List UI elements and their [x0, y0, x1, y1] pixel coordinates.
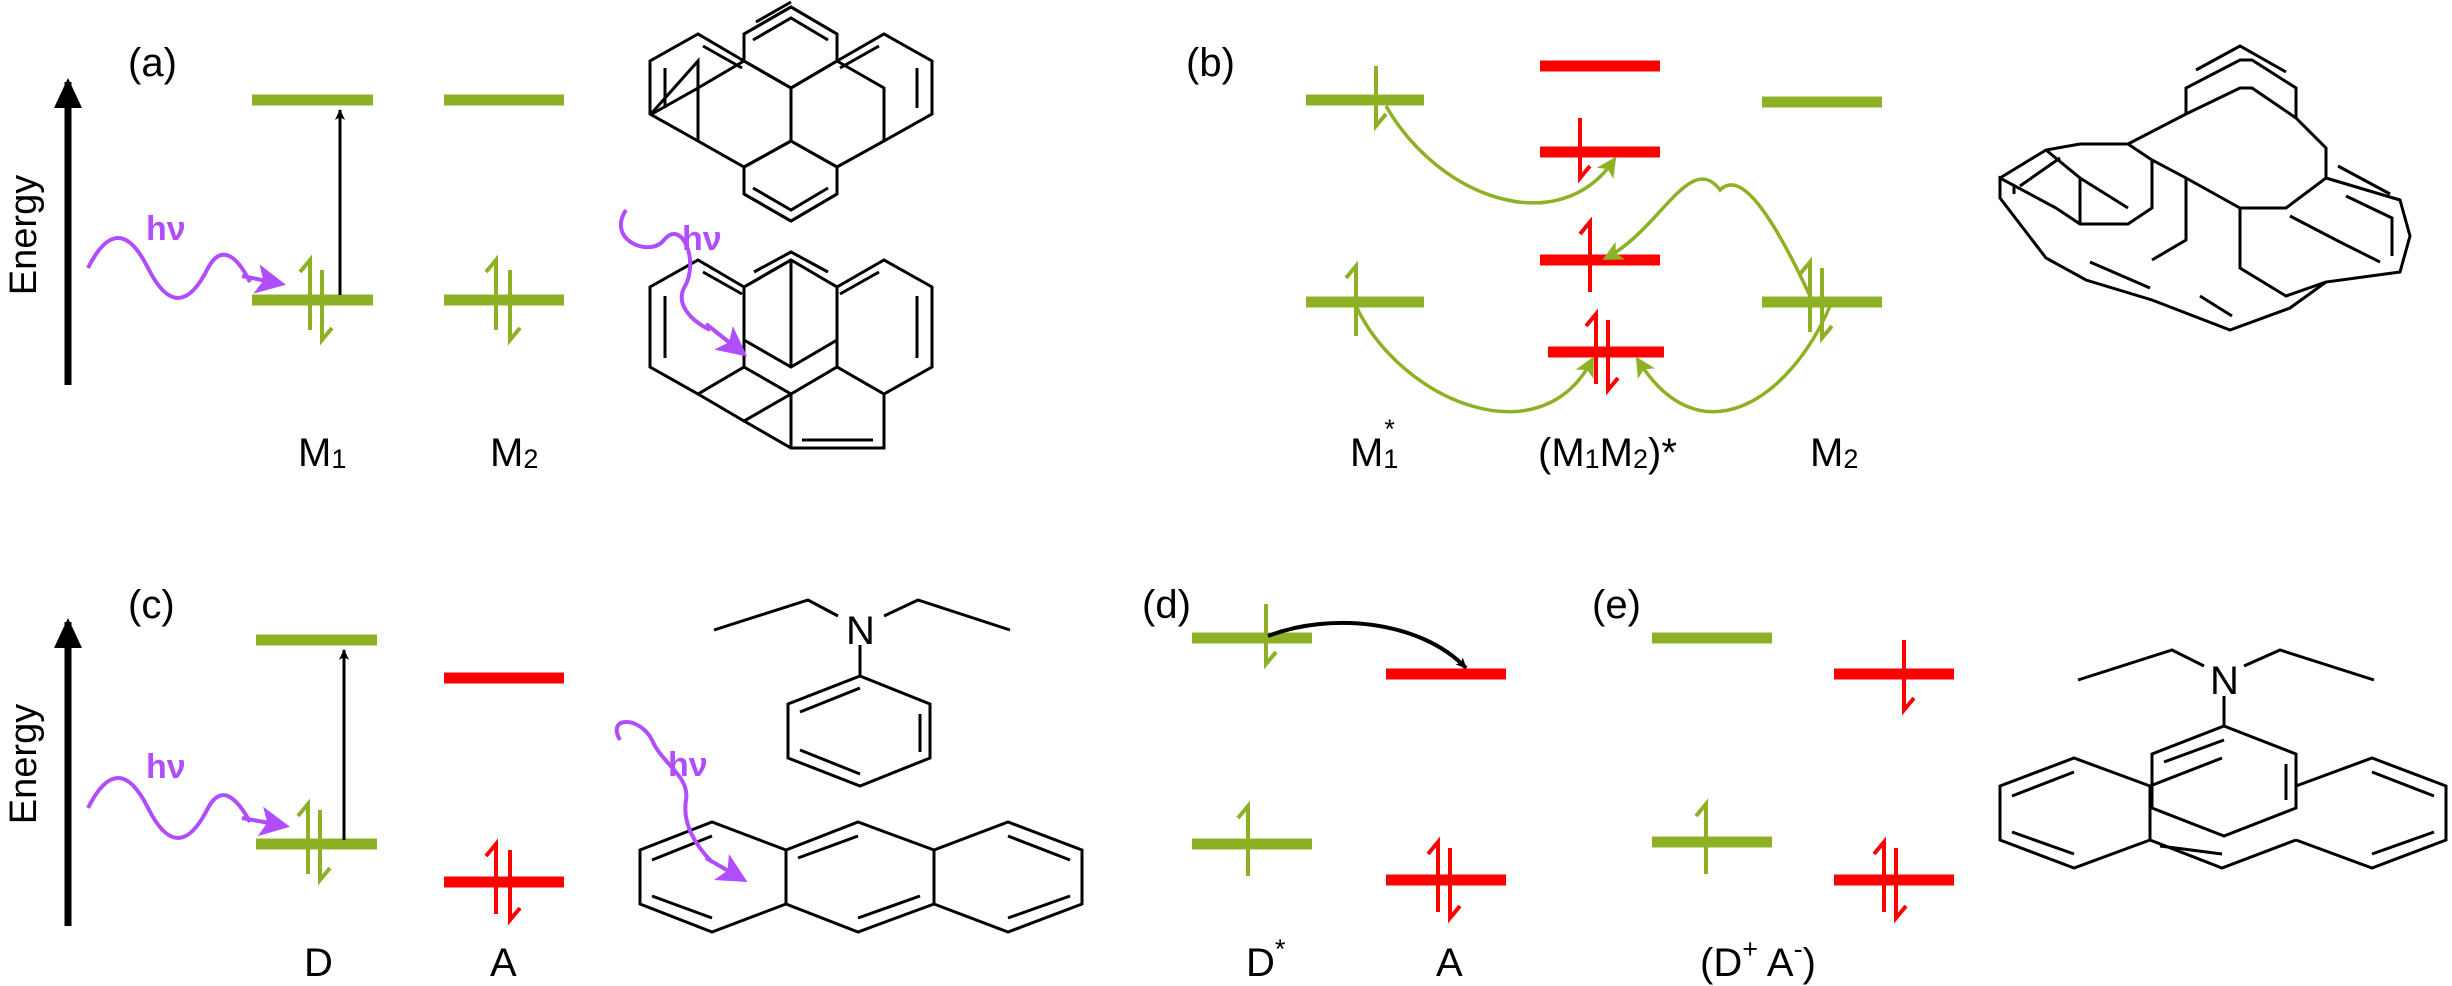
photon-arrowhead-c2	[704, 853, 748, 883]
photon-wave-c2	[614, 720, 714, 864]
label-m2-b: M2	[1810, 431, 1858, 475]
m1star-lower-electron	[1344, 260, 1358, 336]
donor-homo-electron-pair	[296, 798, 332, 886]
photon-label-a2: hν	[682, 220, 722, 258]
donor-star-upper-electron	[1264, 604, 1278, 670]
photon-wave-a	[86, 236, 252, 300]
donor-cation-lower-electron	[1694, 798, 1708, 874]
panel-a: (a) Energy hν M1 M2	[3, 0, 934, 475]
label-dstar-d: D*	[1246, 934, 1286, 985]
pyrene-dimer-molecule	[1998, 44, 2412, 332]
panel-e-tag: (e)	[1592, 583, 1641, 627]
pyrene-molecule-bottom	[648, 250, 934, 450]
photon-arrowhead-c	[241, 806, 290, 837]
energy-axis-title-c: Energy	[3, 704, 45, 824]
panel-c-tag: (c)	[128, 583, 175, 627]
photon-label-c: hν	[146, 748, 186, 786]
dimer-level-2-electron	[1578, 216, 1592, 292]
acceptor-anion-upper-electron	[1902, 640, 1916, 716]
label-m1star-b: M1*	[1350, 414, 1398, 475]
energy-axis-a: Energy	[3, 78, 82, 385]
transfer-arrow-3	[1354, 305, 1594, 414]
panel-d-tag: (d)	[1142, 583, 1191, 627]
label-a-c: A	[490, 941, 517, 985]
panel-e: (e) (D+ A-) N	[1592, 583, 2448, 985]
transfer-arrow-4	[1635, 305, 1832, 414]
dimer-level-3-electron	[1578, 118, 1592, 184]
acceptor-homo-electron-pair	[484, 838, 522, 926]
acceptor-homo-electron-pair-d	[1426, 836, 1462, 924]
label-charge-pair-e: (D+ A-)	[1700, 934, 1816, 985]
label-m2-a: M2	[490, 431, 538, 475]
exciplex-molecule	[1998, 648, 2448, 870]
nitrogen-atom-c: N	[846, 609, 875, 653]
panel-c: (c) Energy hν D A	[3, 583, 1084, 985]
label-m1-a: M1	[298, 431, 346, 475]
transfer-arrow-1	[1384, 105, 1617, 205]
donor-star-lower-electron	[1236, 800, 1250, 876]
m2-lower-electron-pair-b	[1798, 256, 1834, 344]
label-d-c: D	[304, 941, 333, 985]
diethylaniline-molecule	[713, 598, 1011, 788]
photon-arrowhead-a	[241, 264, 286, 294]
m1-homo-electron-pair	[298, 254, 334, 346]
photon-wave-c	[86, 776, 252, 840]
acceptor-anion-lower-electron-pair	[1872, 836, 1908, 924]
photon-label-a: hν	[146, 210, 186, 248]
dimer-level-1-electron-pair	[1584, 308, 1620, 396]
photon-arrowhead-a2	[704, 322, 748, 357]
panel-b: (b) M1* (M1M2)* M2	[1186, 41, 2412, 475]
pyrene-molecule-top	[648, 0, 934, 223]
energy-axis-c: Energy	[3, 618, 82, 926]
anthracene-molecule	[638, 820, 1084, 934]
label-a-d: A	[1436, 941, 1463, 985]
energy-axis-title-a: Energy	[3, 175, 45, 295]
transfer-arrow-2	[1602, 177, 1812, 297]
photon-wave-a2	[618, 208, 711, 332]
photon-label-c2: hν	[668, 746, 708, 784]
m1star-upper-electron	[1374, 66, 1388, 132]
label-dimer-b: (M1M2)*	[1538, 431, 1677, 475]
nitrogen-atom-e: N	[2210, 659, 2239, 703]
panel-a-tag: (a)	[128, 41, 177, 85]
electron-transfer-arrow-d	[1267, 620, 1468, 670]
m2-homo-electron-pair	[484, 254, 522, 346]
panel-d: (d) D* A	[1142, 583, 1506, 985]
panel-b-tag: (b)	[1186, 41, 1235, 85]
